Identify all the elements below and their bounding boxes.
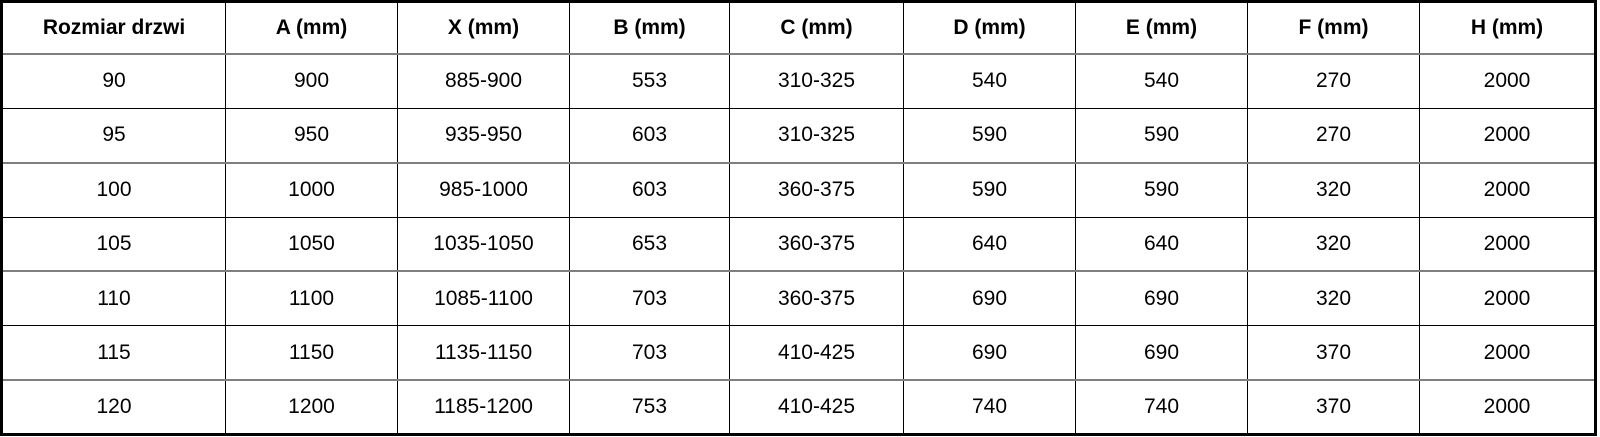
table-cell: 2000: [1419, 216, 1596, 272]
table-row: 105 1050 1035-1050 653 360-375 640 640 320 2000: [1, 216, 1596, 272]
header-cell: H (mm): [1419, 1, 1596, 55]
table-cell: 410-425: [729, 379, 904, 435]
table-cell: 553: [569, 54, 730, 109]
table-cell: 1085-1100: [397, 270, 570, 326]
table-cell: 2000: [1419, 54, 1596, 109]
table-cell: 2000: [1419, 107, 1596, 163]
table-cell: 105: [1, 216, 226, 272]
table-cell: 2000: [1419, 379, 1596, 435]
table-cell: 320: [1247, 216, 1420, 272]
table-cell: 590: [1075, 161, 1248, 218]
table-cell: 270: [1247, 54, 1420, 109]
header-cell: Rozmiar drzwi: [1, 1, 226, 55]
header-cell: A (mm): [225, 1, 398, 55]
table-cell: 1185-1200: [397, 379, 570, 435]
table-cell: 110: [1, 270, 226, 326]
header-cell: B (mm): [569, 1, 730, 55]
table-cell: 360-375: [729, 216, 904, 272]
table-cell: 540: [1075, 54, 1248, 109]
table-cell: 1000: [225, 161, 398, 218]
table-cell: 653: [569, 216, 730, 272]
table-cell: 320: [1247, 161, 1420, 218]
table-cell: 590: [903, 107, 1076, 163]
table-cell: 690: [903, 325, 1076, 381]
table-cell: 950: [225, 107, 398, 163]
table-cell: 95: [1, 107, 226, 163]
table-cell: 100: [1, 161, 226, 218]
table-cell: 935-950: [397, 107, 570, 163]
table-cell: 360-375: [729, 161, 904, 218]
table-cell: 360-375: [729, 270, 904, 326]
table-row: 95 950 935-950 603 310-325 590 590 270 2000: [1, 107, 1596, 163]
table-cell: 320: [1247, 270, 1420, 326]
table-cell: 370: [1247, 325, 1420, 381]
table-body: 90 900 885-900 553 310-325 540 540 270 2000 95 950…: [1, 54, 1596, 435]
table-cell: 740: [1075, 379, 1248, 435]
table-cell: 1050: [225, 216, 398, 272]
table-cell: 740: [903, 379, 1076, 435]
table-cell: 900: [225, 54, 398, 109]
table-cell: 310-325: [729, 107, 904, 163]
table-cell: 1200: [225, 379, 398, 435]
table-cell: 540: [903, 54, 1076, 109]
table-cell: 885-900: [397, 54, 570, 109]
table-cell: 590: [903, 161, 1076, 218]
table-header: Rozmiar drzwi A (mm) X (mm) B (mm) C (mm) D (…: [1, 1, 1596, 55]
table-cell: 2000: [1419, 270, 1596, 326]
table-cell: 120: [1, 379, 226, 435]
table-cell: 690: [1075, 270, 1248, 326]
table-row: 110 1100 1085-1100 703 360-375 690 690 320 2000: [1, 270, 1596, 326]
header-cell: D (mm): [903, 1, 1076, 55]
table-cell: 640: [903, 216, 1076, 272]
header-cell: E (mm): [1075, 1, 1248, 55]
table-cell: 90: [102, 69, 126, 93]
table-cell: 310-325: [729, 54, 904, 109]
header-cell: X (mm): [397, 1, 570, 55]
table-cell: 590: [1075, 107, 1248, 163]
table-cell: 115: [1, 325, 226, 381]
header-cell: F (mm): [1247, 1, 1420, 55]
table-cell: 1150: [225, 325, 398, 381]
table-cell: 370: [1247, 379, 1420, 435]
table-cell: 985-1000: [397, 161, 570, 218]
table-row: 90 900 885-900 553 310-325 540 540 270 2000: [2, 54, 1596, 109]
table-cell: 1100: [225, 270, 398, 326]
table-cell: 640: [1075, 216, 1248, 272]
header-row: Rozmiar drzwi A (mm) X (mm) B (mm) C (mm) D (…: [1, 1, 1596, 55]
table-cell: 603: [569, 107, 730, 163]
table-row: 120 1200 1185-1200 753 410-425 740 740 370 2000: [1, 379, 1596, 435]
table-cell: 703: [569, 270, 730, 326]
table-cell: 753: [569, 379, 730, 435]
table-row: 100 1000 985-1000 603 360-375 590 590 320 2000: [1, 161, 1596, 218]
table-cell: 703: [569, 325, 730, 381]
table-cell: 1135-1150: [397, 325, 570, 381]
table-cell: 410-425: [729, 325, 904, 381]
table-cell: 270: [1247, 107, 1420, 163]
table-cell: 603: [569, 161, 730, 218]
table-cell: 2000: [1419, 325, 1596, 381]
table-cell: 2000: [1419, 161, 1596, 218]
header-cell: C (mm): [729, 1, 904, 55]
table-cell: 690: [1075, 325, 1248, 381]
table-cell: 1035-1050: [397, 216, 570, 272]
table-cell: 690: [903, 270, 1076, 326]
table-row: 115 1150 1135-1150 703 410-425 690 690 370 2000: [1, 325, 1596, 381]
